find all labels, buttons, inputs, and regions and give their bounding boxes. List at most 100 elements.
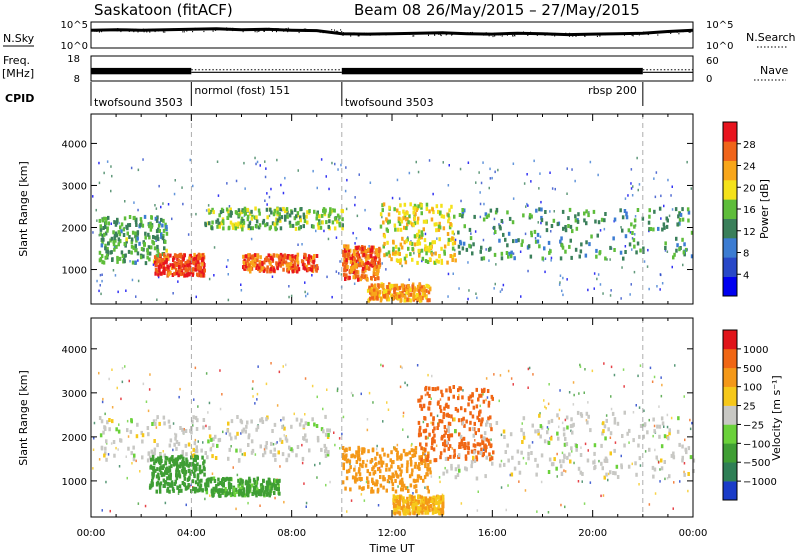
colorbar-tick-label: 8	[743, 249, 749, 260]
range-cell	[201, 273, 205, 278]
range-cell	[293, 260, 296, 265]
range-cell	[387, 212, 391, 217]
range-cell	[601, 431, 604, 436]
range-cell	[379, 212, 383, 217]
range-cell	[390, 450, 393, 455]
range-cell	[236, 431, 239, 436]
range-cell	[158, 421, 161, 426]
range-cell	[410, 241, 414, 246]
range-cell	[106, 228, 109, 233]
range-cell	[487, 213, 490, 218]
n-sky-point	[378, 34, 380, 36]
range-cell	[250, 209, 253, 214]
range-cell	[373, 482, 377, 487]
range-cell	[261, 485, 265, 490]
range-cell	[156, 253, 160, 258]
range-cell	[288, 220, 292, 225]
range-cell	[168, 468, 172, 473]
range-cell	[375, 482, 378, 487]
range-cell	[402, 501, 405, 506]
range-cell	[420, 211, 423, 216]
range-cell	[260, 417, 264, 422]
range-cell	[595, 248, 598, 253]
range-cell	[268, 493, 271, 498]
range-cell	[151, 471, 154, 476]
range-cell	[407, 293, 411, 298]
range-cell	[392, 239, 395, 244]
range-cell	[394, 470, 398, 475]
range-cell	[661, 421, 665, 426]
range-cell	[136, 251, 140, 256]
range-cell	[411, 453, 414, 458]
range-cell	[297, 267, 301, 272]
range-cell	[101, 273, 103, 276]
range-cell	[229, 482, 233, 487]
range-cell	[562, 459, 565, 464]
range-cell	[439, 509, 443, 514]
n-sky-point	[391, 33, 393, 35]
range-cell	[92, 231, 94, 234]
range-cell	[362, 262, 366, 267]
range-cell	[194, 464, 198, 469]
range-cell	[540, 221, 542, 225]
range-cell	[176, 254, 180, 259]
range-cell	[532, 373, 534, 376]
n-sky-point	[645, 32, 647, 34]
n-sky-point	[96, 30, 98, 32]
range-cell	[148, 388, 151, 391]
range-cell	[113, 245, 117, 250]
range-cell	[161, 466, 165, 470]
range-cell	[384, 289, 388, 293]
range-cell	[246, 208, 249, 212]
range-cell	[454, 475, 458, 480]
range-cell	[150, 457, 153, 462]
range-cell	[462, 241, 466, 246]
range-cell	[597, 273, 600, 276]
range-cell	[177, 492, 180, 495]
range-cell	[467, 446, 470, 451]
range-cell	[456, 473, 460, 477]
range-cell	[406, 496, 409, 501]
range-cell	[216, 160, 219, 163]
range-cell	[520, 428, 523, 433]
range-cell	[143, 214, 147, 219]
range-cell	[668, 474, 671, 479]
range-cell	[402, 286, 405, 291]
range-cell	[217, 492, 221, 497]
n-sky-point	[275, 28, 277, 30]
range-cell	[361, 266, 365, 271]
range-cell	[502, 232, 505, 237]
n-sky-point	[546, 32, 548, 34]
range-cell	[105, 439, 108, 444]
range-cell	[283, 253, 287, 258]
range-cell	[622, 256, 625, 261]
range-cell	[663, 204, 665, 208]
range-cell	[453, 417, 456, 422]
range-cell	[164, 470, 167, 475]
range-cell	[522, 456, 525, 460]
range-cell	[403, 256, 407, 261]
range-cell	[192, 267, 195, 272]
range-cell	[315, 264, 319, 269]
range-cell	[439, 405, 442, 410]
range-cell	[627, 194, 629, 197]
range-cell	[175, 459, 178, 464]
range-cell	[151, 422, 154, 426]
range-cell	[397, 485, 399, 488]
range-cell	[98, 233, 100, 237]
range-cell	[416, 364, 419, 367]
range-cell	[169, 438, 173, 443]
range-cell	[126, 419, 129, 423]
n-sky-point	[271, 30, 273, 32]
range-cell	[448, 433, 452, 438]
range-cell	[237, 478, 240, 483]
range-cell	[405, 290, 408, 295]
range-cell	[173, 253, 177, 258]
range-cell	[363, 447, 366, 452]
range-cell	[638, 406, 641, 409]
range-cell	[394, 479, 397, 483]
range-cell	[482, 389, 486, 393]
range-cell	[140, 247, 144, 251]
range-cell	[356, 255, 360, 260]
range-cell	[472, 455, 475, 460]
